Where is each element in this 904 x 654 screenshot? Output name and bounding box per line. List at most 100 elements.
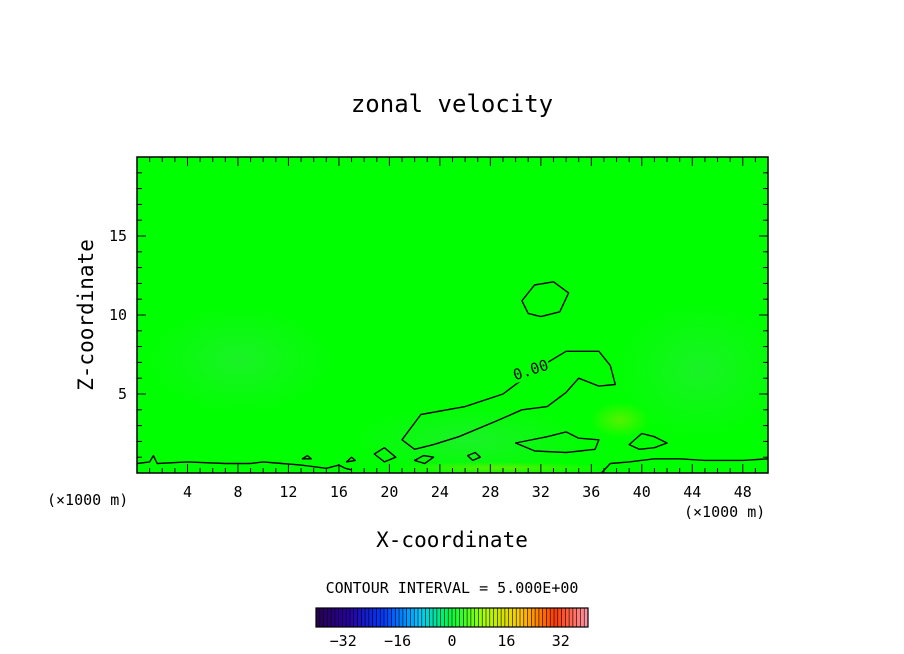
x-axis-unit-right: (×1000 m) xyxy=(684,503,765,521)
x-tick-label: 36 xyxy=(582,483,600,501)
contour-line xyxy=(600,458,768,473)
x-tick-label: 40 xyxy=(633,483,651,501)
colorbar-swatch xyxy=(387,608,392,627)
colorbar-swatch xyxy=(576,608,581,627)
colorbar-swatch xyxy=(414,608,419,627)
contour-line xyxy=(301,454,312,460)
colorbar-swatch xyxy=(395,608,400,627)
colorbar-swatch xyxy=(489,608,494,627)
colorbar-swatch xyxy=(531,608,536,627)
colorbar-swatch xyxy=(523,608,528,627)
x-tick-label: 24 xyxy=(431,483,449,501)
y-tick-label: 5 xyxy=(118,385,127,403)
colorbar-swatch xyxy=(572,608,577,627)
colorbar-swatch xyxy=(342,608,347,627)
colorbar-swatch xyxy=(410,608,415,627)
colorbar-swatch xyxy=(554,608,559,627)
colorbar-swatch xyxy=(353,608,358,627)
colorbar-swatch xyxy=(478,608,483,627)
contour-interval-note: CONTOUR INTERVAL = 5.000E+00 xyxy=(326,579,579,597)
contour-line xyxy=(373,447,397,463)
colorbar-swatch xyxy=(391,608,396,627)
colorbar-swatch xyxy=(538,608,543,627)
colorbar-swatch xyxy=(474,608,479,627)
x-tick-label: 44 xyxy=(683,483,701,501)
colorbar-swatch xyxy=(455,608,460,627)
colorbar-swatch xyxy=(459,608,464,627)
y-tick-label: 15 xyxy=(109,227,127,245)
field-shade xyxy=(145,305,335,415)
y-axis-ticks: 5 10 15 xyxy=(109,172,768,458)
colorbar-swatch xyxy=(569,608,574,627)
colorbar-tick-label: 32 xyxy=(552,632,570,650)
x-tick-label: 28 xyxy=(481,483,499,501)
colorbar-swatch xyxy=(557,608,562,627)
colorbar-swatch xyxy=(504,608,509,627)
colorbar-swatch xyxy=(444,608,449,627)
contour-line xyxy=(401,350,616,450)
colorbar-swatch xyxy=(436,608,441,627)
x-tick-label: 4 xyxy=(183,483,192,501)
x-axis-ticks: 4 8 12 16 20 24 28 32 36 40 44 48 xyxy=(149,157,756,501)
y-tick-label: 10 xyxy=(109,306,127,324)
colorbar-swatch xyxy=(421,608,426,627)
colorbar-swatch xyxy=(508,608,513,627)
x-tick-label: 48 xyxy=(734,483,752,501)
colorbar-swatch xyxy=(361,608,366,627)
colorbar-tick-label: −16 xyxy=(384,632,411,650)
colorbar-swatch xyxy=(418,608,423,627)
colorbar-swatch xyxy=(327,608,332,627)
colorbar-swatch xyxy=(463,608,468,627)
colorbar-swatch xyxy=(346,608,351,627)
colorbar-swatch xyxy=(501,608,506,627)
colorbar xyxy=(315,607,589,628)
colorbar-swatch xyxy=(486,608,491,627)
colorbar-swatch xyxy=(580,608,585,627)
field-shade xyxy=(390,462,610,473)
colorbar-swatch xyxy=(550,608,555,627)
colorbar-swatch xyxy=(429,608,434,627)
contour-lines xyxy=(137,281,768,473)
colorbar-ticks: −32 −16 0 16 32 xyxy=(330,632,570,650)
colorbar-swatch xyxy=(334,608,339,627)
field-shade xyxy=(350,405,590,473)
y-axis-title: Z-coordinate xyxy=(74,239,98,391)
colorbar-swatch xyxy=(368,608,373,627)
colorbar-swatch xyxy=(516,608,521,627)
colorbar-swatch xyxy=(497,608,502,627)
x-tick-label: 8 xyxy=(233,483,242,501)
colorbar-swatch xyxy=(402,608,407,627)
colorbar-frame xyxy=(315,607,589,628)
colorbar-swatch xyxy=(433,608,438,627)
colorbar-swatch xyxy=(561,608,566,627)
contour-line xyxy=(345,456,356,463)
colorbar-swatch xyxy=(565,608,570,627)
colorbar-swatch xyxy=(493,608,498,627)
x-tick-label: 12 xyxy=(279,483,297,501)
colorbar-swatch xyxy=(380,608,385,627)
colorbar-swatch xyxy=(323,608,328,627)
colorbar-tick-label: −32 xyxy=(330,632,357,650)
chart-title: zonal velocity xyxy=(351,90,553,118)
colorbar-swatch xyxy=(376,608,381,627)
contour-label-mask xyxy=(510,356,552,384)
colorbar-swatch xyxy=(425,608,430,627)
colorbar-swatch xyxy=(448,608,453,627)
field-shade xyxy=(590,402,650,438)
x-tick-label: 32 xyxy=(532,483,550,501)
colorbar-swatch xyxy=(542,608,547,627)
colorbar-swatch xyxy=(512,608,517,627)
velocity-field xyxy=(137,157,768,473)
colorbar-swatch xyxy=(452,608,457,627)
x-tick-label: 16 xyxy=(330,483,348,501)
colorbar-swatch xyxy=(470,608,475,627)
colorbar-swatch xyxy=(357,608,362,627)
colorbar-swatch xyxy=(527,608,532,627)
colorbar-swatch xyxy=(467,608,472,627)
contour-line xyxy=(521,281,570,318)
contour-line xyxy=(514,431,600,454)
x-axis-unit-left: (×1000 m) xyxy=(47,491,128,509)
colorbar-swatch xyxy=(319,608,324,627)
colorbar-swatch xyxy=(365,608,370,627)
